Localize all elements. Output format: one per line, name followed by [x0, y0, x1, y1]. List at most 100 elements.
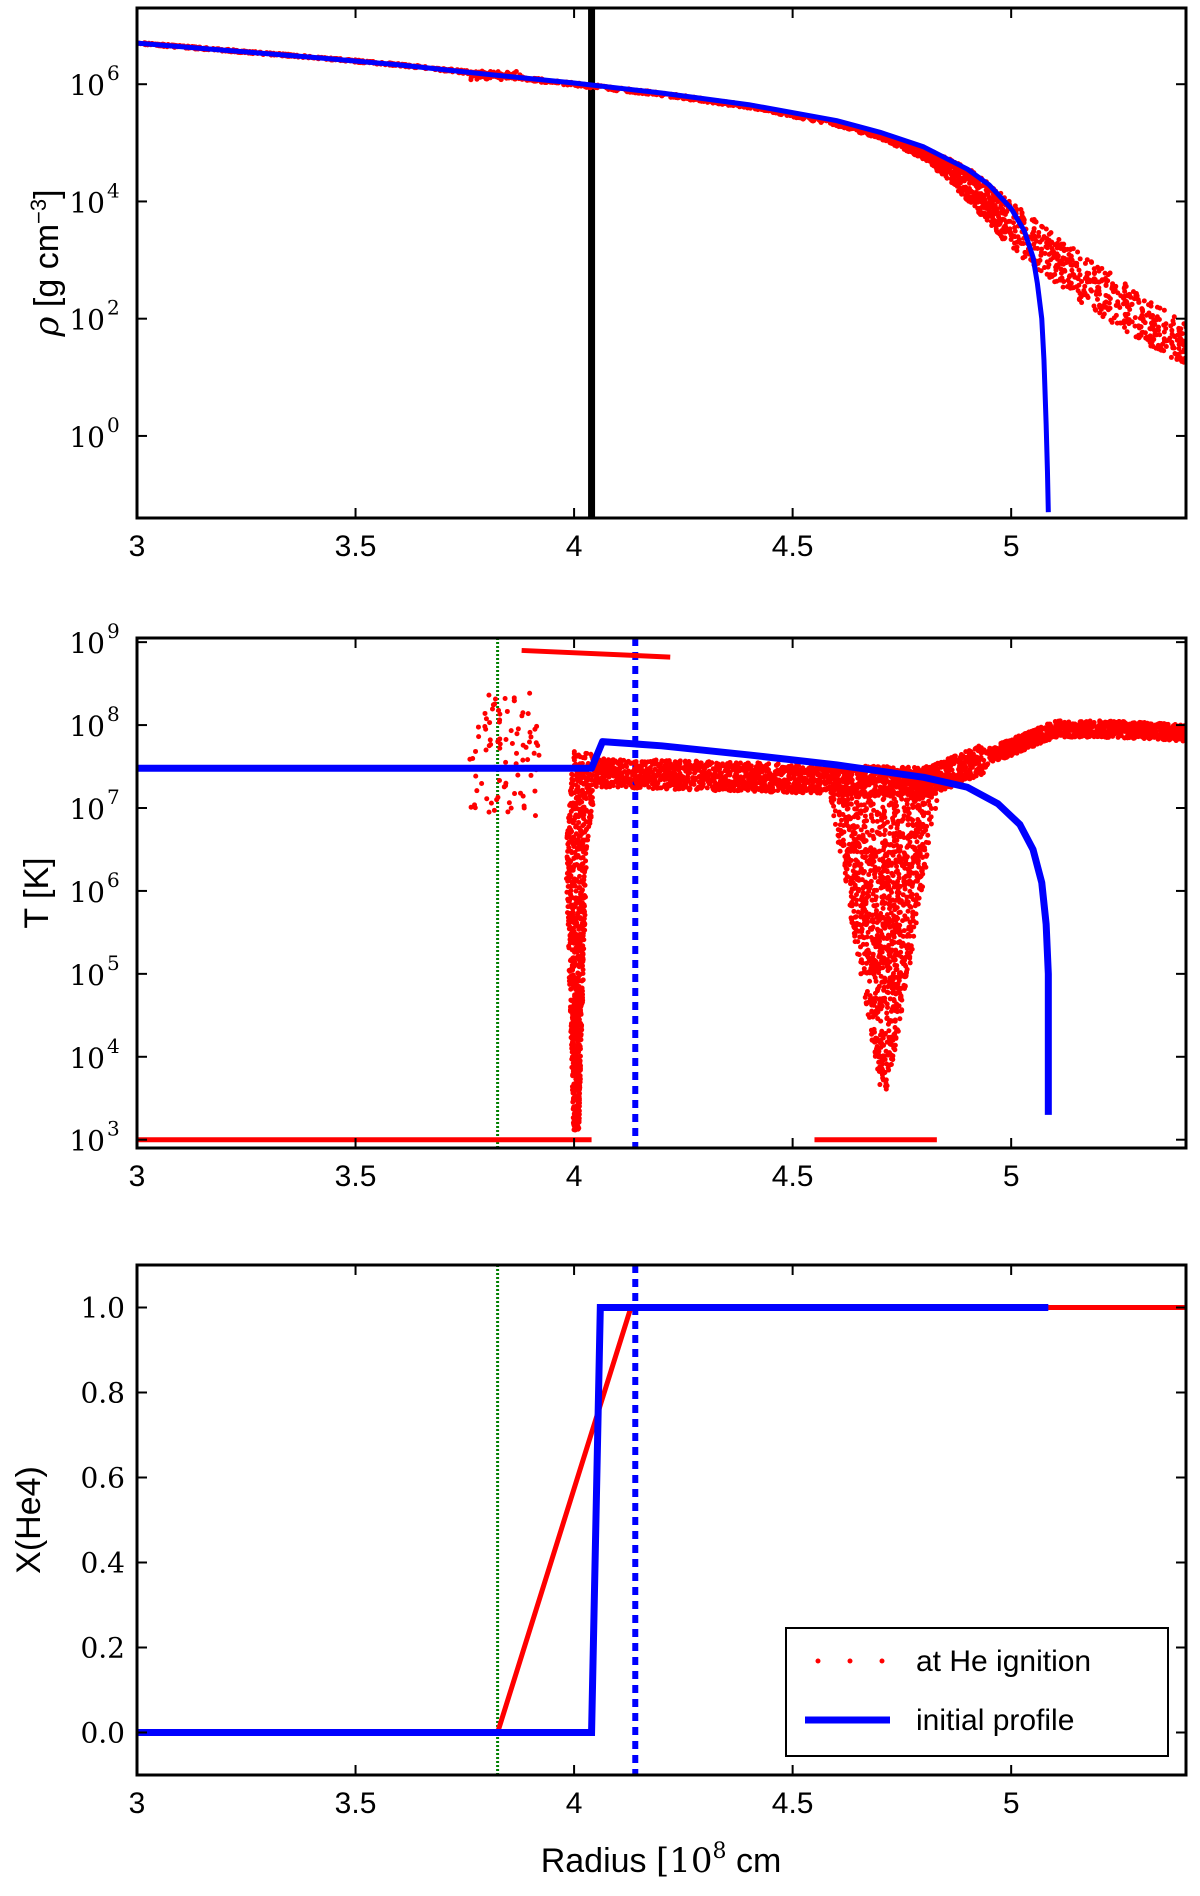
- ignition-point: [888, 824, 894, 830]
- ignition-point: [593, 784, 599, 790]
- ignition-point: [535, 743, 541, 749]
- ignition-point: [1012, 240, 1018, 246]
- ignition-point: [729, 781, 735, 787]
- ignition-point: [780, 788, 786, 794]
- ignition-point: [484, 796, 490, 802]
- ignition-point: [803, 777, 809, 783]
- ignition-point: [577, 1085, 583, 1091]
- ignition-point: [1061, 241, 1067, 247]
- ignition-point: [573, 1076, 579, 1082]
- ignition-point: [580, 755, 586, 761]
- ignition-point: [571, 876, 577, 882]
- ignition-point: [948, 171, 954, 177]
- ignition-point: [1114, 320, 1120, 326]
- y-tick-label-exponent: 2: [107, 296, 120, 320]
- ignition-point: [503, 736, 509, 742]
- ignition-point: [959, 191, 965, 197]
- ignition-point: [869, 132, 875, 138]
- ignition-point: [566, 920, 572, 926]
- ignition-point: [1074, 263, 1080, 269]
- ignition-point: [944, 175, 950, 181]
- ignition-point: [519, 713, 525, 719]
- ignition-point: [792, 783, 798, 789]
- ignition-point: [573, 782, 579, 788]
- ignition-point: [568, 817, 574, 823]
- ignition-point: [1110, 281, 1116, 287]
- ignition-point: [570, 1047, 576, 1053]
- ignition-point: [482, 710, 488, 716]
- ignition-point: [1177, 355, 1183, 361]
- ignition-point: [575, 1019, 581, 1025]
- ignition-point: [683, 782, 689, 788]
- ignition-points: [137, 647, 1186, 1143]
- ignition-point: [577, 1068, 583, 1074]
- ignition-point: [569, 836, 575, 842]
- ignition-point: [1140, 329, 1146, 335]
- ignition-point: [861, 966, 867, 972]
- ignition-point: [1082, 283, 1088, 289]
- ignition-points: [137, 40, 1186, 365]
- ignition-point: [569, 771, 575, 777]
- ignition-point: [971, 193, 977, 199]
- ignition-point: [1118, 293, 1124, 299]
- ignition-point: [984, 190, 990, 196]
- ignition-point: [588, 814, 594, 820]
- ignition-point: [960, 169, 966, 175]
- ignition-point: [1123, 313, 1129, 319]
- ignition-point: [497, 745, 503, 751]
- ignition-point: [574, 942, 580, 948]
- ignition-point: [698, 760, 704, 766]
- ignition-point: [1123, 319, 1129, 325]
- plot-content: [137, 638, 1186, 1148]
- ignition-point: [579, 1027, 585, 1033]
- ignition-point: [1092, 277, 1098, 283]
- ignition-point: [751, 771, 757, 777]
- y-tick-label: 10: [69, 421, 105, 454]
- ignition-point: [1057, 276, 1063, 282]
- ignition-point: [570, 1016, 576, 1022]
- ignition-point: [632, 766, 638, 772]
- ignition-point: [922, 156, 928, 162]
- ignition-point: [649, 776, 655, 782]
- ignition-point: [869, 827, 875, 833]
- ignition-point: [1055, 264, 1061, 270]
- ignition-point: [579, 831, 585, 837]
- ignition-point: [735, 767, 741, 773]
- ignition-point: [567, 898, 573, 904]
- ignition-point: [878, 973, 884, 979]
- ignition-point: [578, 936, 584, 942]
- ignition-point: [571, 1095, 577, 1101]
- ignition-point: [655, 768, 661, 774]
- ignition-point: [1148, 314, 1154, 320]
- ignition-point: [1084, 257, 1090, 263]
- ignition-point: [586, 773, 592, 779]
- ignition-point: [791, 766, 797, 772]
- ignition-point: [889, 870, 895, 876]
- ignition-point: [573, 839, 579, 845]
- ignition-point: [914, 149, 920, 155]
- ignition-point: [703, 773, 709, 779]
- ignition-point: [488, 800, 494, 806]
- x-tick-label: 3.5: [335, 530, 377, 563]
- ignition-point: [1170, 345, 1176, 351]
- ignition-point: [774, 762, 780, 768]
- ignition-point: [769, 785, 775, 791]
- ignition-point: [509, 741, 515, 747]
- ignition-point: [899, 142, 905, 148]
- ignition-point: [570, 937, 576, 943]
- ignition-point: [1126, 304, 1132, 310]
- ignition-point: [750, 786, 756, 792]
- ignition-point: [1077, 272, 1083, 278]
- ignition-point: [595, 763, 601, 769]
- ignition-point: [796, 763, 802, 769]
- ignition-point: [1131, 296, 1137, 302]
- ignition-point: [505, 809, 511, 815]
- ignition-point: [1124, 300, 1130, 306]
- ignition-point: [645, 770, 651, 776]
- ignition-point: [750, 781, 756, 787]
- ignition-point: [496, 707, 502, 713]
- ignition-point: [1030, 231, 1036, 237]
- ignition-point: [711, 777, 717, 783]
- ignition-point: [1171, 314, 1177, 320]
